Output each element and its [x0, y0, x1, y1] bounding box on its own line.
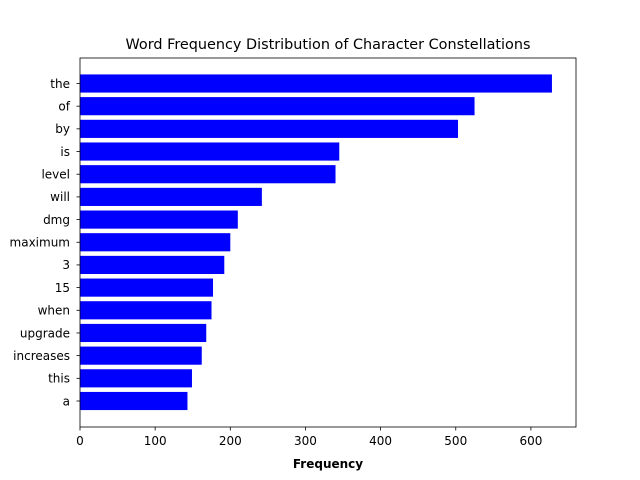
- bar-dmg: [80, 210, 238, 229]
- bar-will: [80, 187, 262, 206]
- y-tick-label: the: [50, 77, 70, 91]
- plot-frame: [79, 57, 577, 428]
- bar-this: [80, 369, 192, 388]
- bar-15: [80, 278, 214, 297]
- y-tick-label: level: [41, 168, 70, 182]
- x-axis: 0 100 200 300 400 500 600: [76, 427, 542, 448]
- y-tick-label: is: [60, 145, 70, 159]
- x-tick-label: 100: [144, 434, 167, 448]
- x-tick-label: 300: [294, 434, 317, 448]
- x-tick-label: 0: [76, 434, 84, 448]
- bar-the: [80, 74, 552, 93]
- bar-by: [80, 119, 459, 138]
- bar-when: [80, 301, 212, 320]
- bar-is: [80, 142, 340, 161]
- bar-maximum: [80, 233, 231, 252]
- y-tick-label: increases: [13, 349, 70, 363]
- y-tick-label: upgrade: [20, 326, 70, 340]
- y-axis: the of by is level will dmg maximum 3 15 when upgra…: [10, 77, 80, 408]
- x-tick-label: 200: [219, 434, 242, 448]
- y-tick-label: by: [55, 122, 70, 136]
- bars-group: [80, 74, 552, 411]
- y-tick-label: 3: [62, 258, 70, 272]
- x-axis-label: Frequency: [293, 457, 363, 471]
- y-tick-label: this: [48, 372, 70, 386]
- y-tick-label: 15: [55, 281, 70, 295]
- y-tick-label: will: [50, 190, 70, 204]
- bar-3: [80, 255, 225, 274]
- y-tick-label: maximum: [10, 236, 70, 250]
- y-tick-label: dmg: [43, 213, 70, 227]
- x-tick-label: 500: [444, 434, 467, 448]
- x-tick-label: 600: [519, 434, 542, 448]
- y-tick-label: a: [63, 394, 70, 408]
- x-tick-label: 400: [369, 434, 392, 448]
- y-tick-label: of: [58, 99, 70, 113]
- bar-increases: [80, 346, 202, 365]
- bar-of: [80, 97, 475, 116]
- bar-upgrade: [80, 323, 207, 343]
- bar-a: [80, 391, 188, 411]
- chart-title: Word Frequency Distribution of Character…: [126, 37, 531, 53]
- bar-level: [80, 165, 336, 184]
- y-tick-label: when: [38, 304, 70, 318]
